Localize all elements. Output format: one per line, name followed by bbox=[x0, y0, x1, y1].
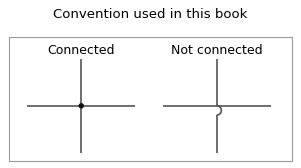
Text: Connected: Connected bbox=[48, 44, 115, 57]
Text: Not connected: Not connected bbox=[171, 44, 262, 57]
Ellipse shape bbox=[79, 104, 83, 108]
Bar bbox=[9, 37, 292, 161]
Text: Convention used in this book: Convention used in this book bbox=[53, 8, 248, 21]
